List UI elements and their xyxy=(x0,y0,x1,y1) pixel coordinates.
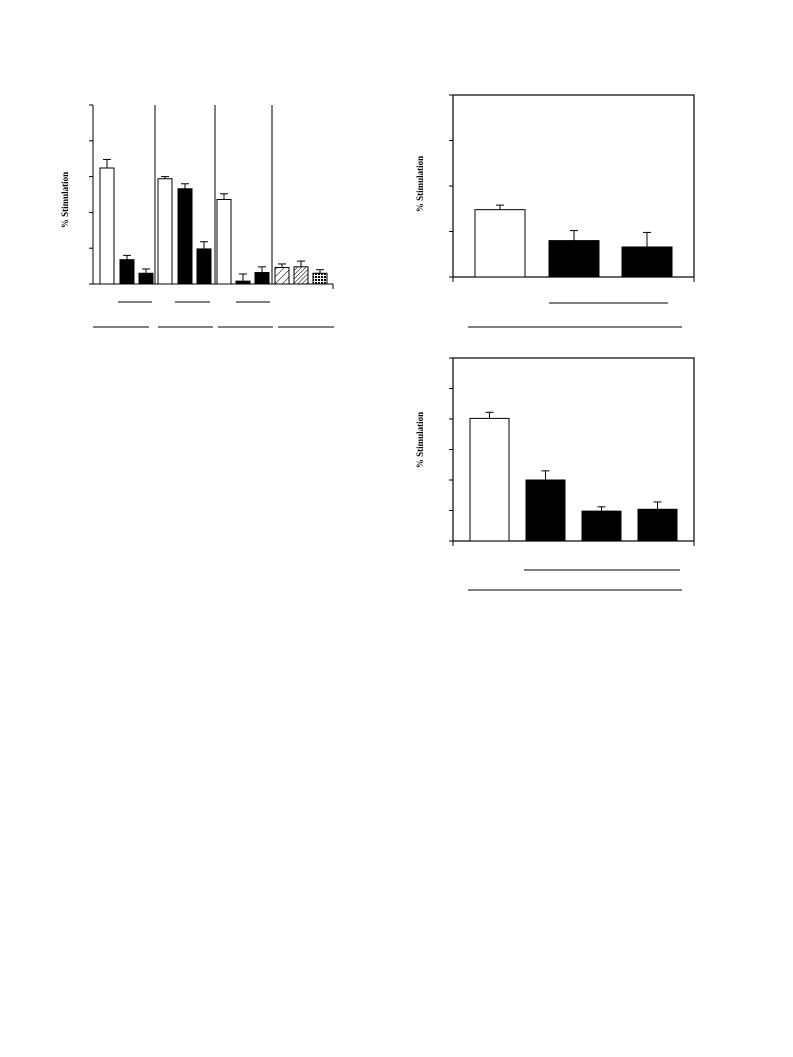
bar xyxy=(138,272,154,285)
bar xyxy=(177,188,193,285)
bar xyxy=(293,266,309,285)
bar xyxy=(216,199,232,285)
chart-panel-b xyxy=(449,94,695,328)
bar xyxy=(525,479,566,542)
bar xyxy=(196,248,212,285)
bar xyxy=(548,240,600,278)
bar xyxy=(254,272,270,285)
bar xyxy=(581,510,622,542)
bar xyxy=(235,280,251,285)
chart-panel-a xyxy=(89,104,334,328)
bar xyxy=(119,259,135,285)
bar xyxy=(157,178,173,285)
bar xyxy=(621,246,673,278)
y-axis-label-panel-c: % Stimulation xyxy=(415,412,425,468)
bar xyxy=(312,272,328,285)
y-axis-label-panel-b: % Stimulation xyxy=(415,156,425,212)
bar xyxy=(637,508,678,542)
chart-panel-c xyxy=(449,357,695,591)
bar xyxy=(474,209,526,278)
bar xyxy=(99,167,115,285)
bar xyxy=(274,267,290,285)
bar xyxy=(469,417,510,542)
y-axis-label-panel-a: % Stimulation xyxy=(60,172,70,228)
